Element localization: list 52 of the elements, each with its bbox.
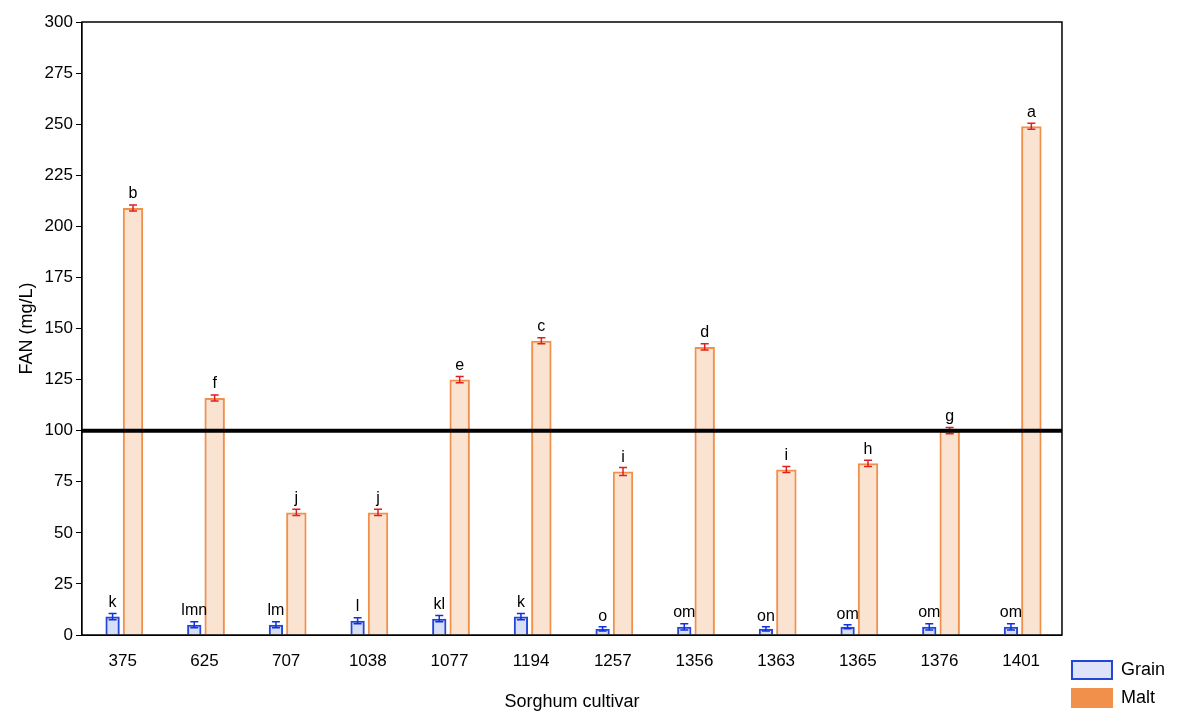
annotation: om — [673, 603, 696, 621]
annotation: h — [863, 439, 873, 457]
legend-label: Grain — [1120, 658, 1165, 679]
annotation: k — [516, 592, 526, 610]
y-tick-label: 150 — [44, 318, 73, 338]
y-tick-label: 250 — [44, 113, 73, 133]
annotation: lm — [267, 601, 285, 619]
y-tick-label: 200 — [44, 216, 73, 236]
y-tick-label: 100 — [44, 420, 73, 440]
annotation: om — [918, 603, 941, 621]
annotation: om — [999, 603, 1023, 621]
y-tick-label: 275 — [44, 62, 73, 82]
x-tick-label: 1038 — [348, 650, 387, 670]
y-tick-label: 225 — [44, 164, 73, 184]
x-tick-label: 1356 — [675, 650, 714, 670]
y-axis-title: FAN (mg/L) — [15, 282, 36, 375]
legend-label: Malt — [1120, 686, 1155, 707]
x-axis-title: Sorghum cultivar — [504, 691, 640, 712]
annotation: d — [700, 323, 710, 341]
annotation: a — [1026, 102, 1036, 120]
annotation: on — [757, 607, 775, 625]
annotation: b — [128, 184, 138, 202]
annotation: om — [836, 605, 859, 623]
annotation: j — [375, 488, 380, 506]
annotation: c — [537, 317, 546, 335]
x-tick-label: 625 — [190, 650, 219, 670]
x-tick-label: 1401 — [1002, 650, 1041, 670]
annotation: f — [212, 374, 218, 392]
annotation: o — [598, 607, 608, 625]
x-tick-label: 1077 — [430, 650, 469, 670]
x-tick-label: 1365 — [838, 650, 877, 670]
x-tick-label: 707 — [271, 650, 301, 670]
y-tick-label: 125 — [44, 369, 73, 389]
x-tick-label: 1376 — [920, 650, 959, 670]
x-tick-label: 1363 — [757, 650, 796, 670]
annotation: k — [108, 592, 118, 610]
annotation: l — [355, 597, 360, 615]
y-tick-label: 50 — [54, 522, 73, 542]
x-tick-label: 1257 — [593, 650, 632, 670]
y-tick-label: 75 — [54, 471, 73, 491]
annotation: e — [455, 355, 465, 373]
y-tick-label: 300 — [44, 11, 73, 31]
annotation: i — [784, 445, 789, 463]
y-tick-label: 0 — [63, 624, 73, 644]
annotation: kl — [433, 594, 446, 612]
annotation: j — [293, 488, 299, 506]
x-tick-label: 375 — [108, 650, 137, 670]
y-tick-label: 25 — [54, 573, 73, 593]
annotation: i — [621, 447, 625, 465]
x-tick-label: 1194 — [512, 650, 550, 670]
annotation: g — [945, 406, 955, 424]
y-tick-label: 175 — [44, 267, 73, 287]
